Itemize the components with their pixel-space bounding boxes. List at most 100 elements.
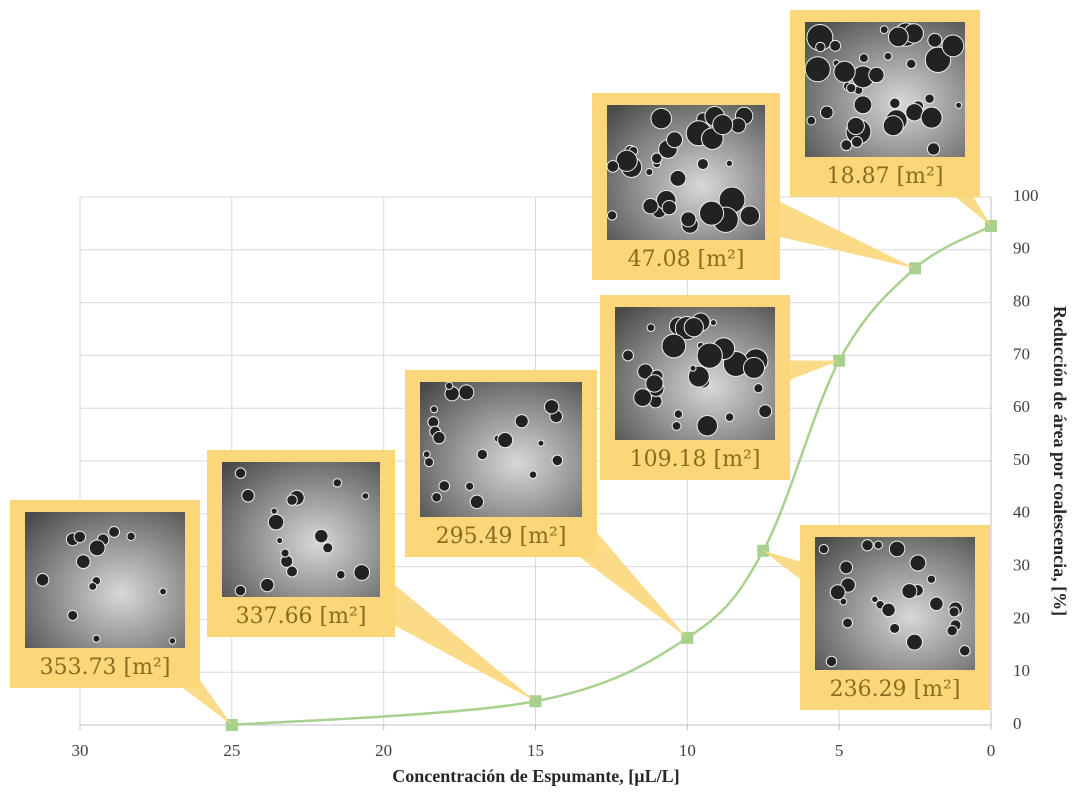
bubble [906,104,923,121]
bubble [160,588,167,595]
bubble [362,493,369,500]
bubble [830,40,841,51]
y-tick-label: 50 [1013,450,1030,469]
bubble [684,318,703,337]
bubble [740,206,759,225]
bubble [336,570,345,579]
bubble [651,108,671,128]
annotation-label: 295.49 [m²] [436,524,567,549]
y-tick-label: 70 [1013,344,1030,363]
y-tick-label: 0 [1013,714,1022,733]
bubble [470,495,483,508]
bubble [538,440,544,446]
callout: 353.73 [m²] [10,500,232,725]
bubble [927,575,935,583]
x-tick-label: 10 [679,741,696,760]
bubble [623,350,634,361]
bubble [498,433,513,448]
bubble [882,603,895,616]
bubble [235,468,246,479]
x-tick-label: 25 [223,741,240,760]
x-tick-label: 15 [527,741,544,760]
bubble [271,508,277,514]
bubble [949,607,959,617]
bubble [445,382,452,389]
annotation-label: 47.08 [m²] [628,247,745,272]
bubble [36,574,49,587]
bubble [354,565,370,581]
bubble [423,451,430,458]
bubble [759,405,772,418]
annotations: 353.73 [m²]337.66 [m²]295.49 [m²]236.29 … [10,10,991,725]
bubble [921,107,942,128]
bubble [74,531,85,542]
bubble [847,83,856,92]
bubble [840,561,853,574]
x-axis-title: Concentración de Espumante, [µL/L] [392,766,679,786]
bubble [323,543,333,553]
bubble [697,158,708,169]
chart: 0102030405060708090100302520151050 353.7… [0,0,1073,793]
bubble [315,529,328,542]
bubble [643,199,658,214]
bubble [884,52,892,60]
annotation-label: 236.29 [m²] [830,677,961,702]
bubble [607,211,616,220]
bubble [68,610,78,620]
bubble [616,150,637,171]
bubble [109,526,120,537]
bubble [927,143,939,155]
bubble [459,385,474,400]
bubble [433,432,445,444]
bubble [925,94,934,103]
bubble [333,479,341,487]
bubble [805,57,830,82]
bubble [281,549,289,557]
bubble [466,482,474,490]
x-tick-label: 30 [72,741,89,760]
bubble [820,106,833,119]
bubble [725,413,734,422]
bubble [651,153,662,164]
bubble [647,324,655,332]
y-tick-label: 60 [1013,397,1030,416]
y-axis-title: Reducción de área por coalescencia, [%] [1050,306,1070,616]
bubble [432,492,442,502]
bubble [942,35,964,57]
bubble [235,585,245,595]
bubble [76,555,90,569]
bubble [287,566,298,577]
bubble [869,67,884,82]
bubble [674,410,682,418]
callout: 236.29 [m²] [763,525,990,710]
bubble [287,495,298,506]
bubble [670,170,686,186]
bubble [874,541,882,549]
bubble [646,169,653,176]
bubble [93,635,100,642]
bubble [830,585,845,600]
bubble [843,618,853,628]
bubble [930,597,944,611]
bubble [431,406,438,413]
bubble [646,375,663,392]
bubble [956,102,962,108]
bubble [268,514,284,530]
bubble [667,132,683,148]
y-tick-label: 20 [1013,608,1030,627]
bubble [959,645,970,656]
bubble [672,422,681,431]
bubble [697,416,717,436]
bubble [851,136,862,147]
bubble [713,115,733,135]
bubble [807,116,816,125]
bubble [726,160,732,166]
bubble [89,540,105,556]
bubble [880,26,888,34]
bubble [890,98,901,109]
bubble [662,334,686,358]
bubble [862,540,873,551]
x-tick-label: 0 [987,741,996,760]
bubble [529,471,537,479]
bubble [439,481,450,492]
